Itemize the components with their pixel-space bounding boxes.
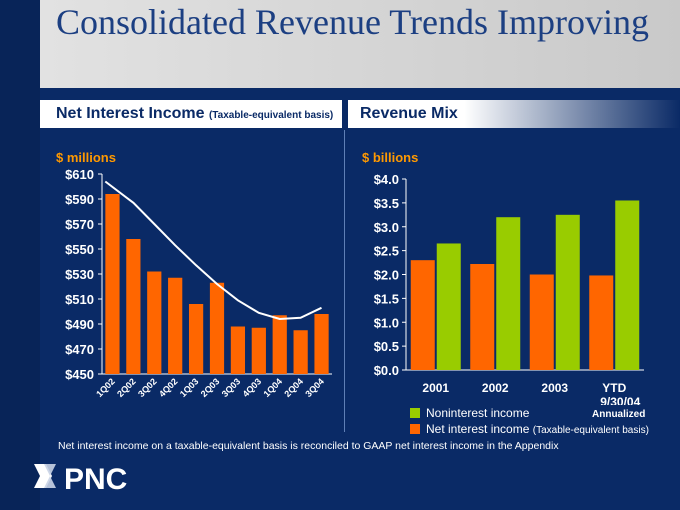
x-tick-label: 9/30/04 [600, 395, 640, 405]
bar-2q03 [209, 282, 225, 374]
left-accent-bar [0, 0, 40, 510]
legend-label-net-interest: Net interest income [426, 422, 530, 436]
right-panel-heading: Revenue Mix [360, 105, 458, 122]
y-tick-label: $3.5 [374, 196, 399, 211]
bar-4q02 [168, 277, 183, 374]
x-tick-label: 1Q03 [178, 376, 201, 399]
bar-2q02 [126, 239, 141, 374]
y-tick-label: $570 [65, 217, 94, 232]
revenue-mix-chart: $4.0 $3.5 $3.0 $2.5 $2.0 $1.5 $1.0 $0.5 $0.0 2001… [374, 172, 644, 405]
bar-noninterest-4 [615, 200, 640, 370]
title-band [40, 0, 680, 88]
x-tick-label: 2003 [541, 381, 568, 395]
y-tick-label: $4.0 [374, 172, 399, 187]
bar-1q04 [272, 315, 287, 374]
legend-noninterest: Noninterest income [410, 406, 529, 420]
pnc-logo: PNC [30, 458, 160, 503]
bar-noninterest-1 [436, 243, 461, 370]
left-panel-heading-sub: (Taxable-equivalent basis) [208, 110, 334, 121]
annualized-note: Annualized [592, 409, 646, 420]
bar-net-interest-1 [410, 260, 435, 370]
y-tick-label: $1.5 [374, 291, 399, 306]
x-tick-label: 4Q03 [241, 376, 264, 399]
bar-net-interest-4 [589, 275, 614, 370]
slide-title: Consolidated Revenue Trends Improving [56, 2, 649, 42]
bar-4q03 [251, 327, 266, 374]
right-unit-label: $ billions [362, 150, 419, 165]
y-tick-label: $550 [65, 242, 94, 257]
y-tick-label: $470 [65, 342, 94, 357]
x-tick-label: 2Q04 [282, 376, 305, 399]
legend-note: (Taxable-equivalent basis) [532, 425, 649, 436]
pnc-logo-text: PNC [64, 463, 127, 496]
legend-swatch-orange [410, 424, 420, 434]
y-tick-label: $450 [65, 367, 94, 382]
x-tick-label: 3Q03 [220, 376, 243, 399]
y-tick-label: $2.0 [374, 268, 399, 283]
left-panel-heading: Net Interest Income [56, 105, 205, 122]
bar-1q02 [105, 194, 120, 374]
x-tick-label: 2001 [422, 381, 449, 395]
left-unit-label: $ millions [56, 150, 116, 165]
bar-net-interest-3 [529, 274, 554, 370]
footnote: Net interest income on a taxable-equival… [58, 440, 559, 452]
legend-label-noninterest: Noninterest income [426, 406, 530, 420]
legend-swatch-green [410, 408, 420, 418]
x-tick-label: 1Q02 [94, 376, 117, 399]
y-tick-label: $0.5 [374, 339, 399, 354]
pnc-logo-icon: PNC [34, 463, 127, 496]
x-tick-label: 3Q02 [136, 376, 159, 399]
bar-3q02 [147, 271, 162, 374]
net-interest-income-chart: $610 $590 $570 $550 $530 $510 $490 $470 $4501Q02… [65, 167, 332, 399]
y-tick-label: $510 [65, 292, 94, 307]
y-tick-label: $530 [65, 267, 94, 282]
trend-line [104, 180, 322, 321]
right-panel-header: Revenue Mix [348, 100, 680, 128]
y-tick-label: $1.0 [374, 315, 399, 330]
bar-1q03 [188, 304, 204, 374]
x-tick-label: 4Q02 [157, 376, 180, 399]
y-tick-label: $3.0 [374, 220, 399, 235]
y-tick-label: $610 [65, 167, 94, 182]
x-tick-label: 2Q02 [115, 376, 138, 399]
panel-divider [344, 130, 345, 432]
left-panel-header: Net Interest Income (Taxable-equivalent … [40, 100, 342, 128]
bar-3q03 [230, 326, 246, 374]
bar-noninterest-3 [555, 214, 580, 370]
y-tick-label: $2.5 [374, 244, 399, 259]
bar-net-interest-2 [470, 263, 495, 370]
y-tick-label: $590 [65, 192, 94, 207]
bar-noninterest-2 [496, 217, 521, 370]
x-tick-label: 1Q04 [261, 376, 284, 399]
bar-2q04 [293, 330, 308, 374]
x-tick-label: 3Q04 [303, 376, 326, 399]
x-tick-label: 2Q03 [199, 376, 222, 399]
y-tick-label: $490 [65, 317, 94, 332]
x-tick-label: YTD [602, 381, 626, 395]
x-tick-label: 2002 [482, 381, 509, 395]
y-tick-label: $0.0 [374, 363, 399, 378]
legend-net-interest: Net interest income (Taxable-equivalent … [410, 422, 649, 436]
bar-3q04 [314, 314, 329, 374]
